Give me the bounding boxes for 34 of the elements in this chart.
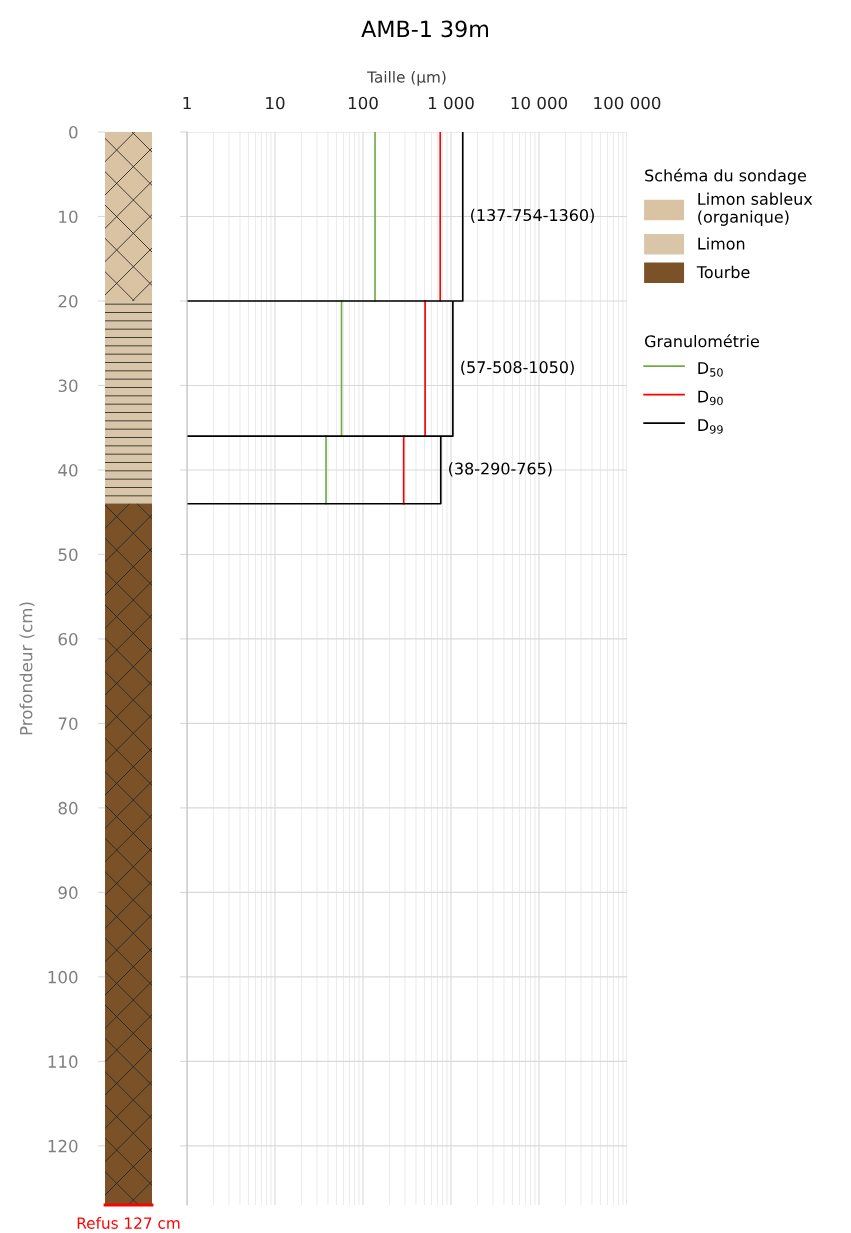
- y-tick-label: 50: [58, 548, 78, 562]
- legend-label: D$_{99}$: [698, 419, 723, 434]
- y-tick-label: 80: [58, 801, 78, 815]
- ref-line-label: Refus 127 cm: [77, 1217, 180, 1229]
- y-tick-label: 20: [58, 294, 78, 308]
- y-tick-label: 30: [58, 379, 78, 393]
- x-tick-label: 1 000: [428, 96, 474, 110]
- y-axis-title: Profondeur (cm): [19, 602, 35, 735]
- y-tick-label: 40: [58, 463, 78, 477]
- legend-title: Schéma du sondage: [645, 168, 807, 185]
- y-tick-label: 70: [58, 717, 78, 730]
- y-tick-label: 90: [58, 886, 78, 899]
- x-tick-label: 100: [348, 96, 378, 110]
- legend-title: Granulométrie: [645, 334, 759, 348]
- annotation: (137-754-1360): [471, 208, 594, 223]
- x-tick-label: 10 000: [511, 96, 568, 110]
- legend-label: D$_{50}$: [698, 362, 723, 377]
- y-tick-label: 60: [58, 632, 78, 646]
- x-axis-title: Taille (µm): [367, 70, 446, 86]
- legend-label: D$_{90}$: [698, 390, 723, 406]
- legend-label: Limon sableux (organique): [698, 192, 813, 226]
- x-tick-label: 10: [266, 96, 285, 110]
- y-tick-label: 0: [69, 125, 78, 139]
- annotation: (57-508-1050): [461, 360, 574, 376]
- x-tick-label: 1: [183, 96, 191, 110]
- x-tick-label: 100 000: [594, 96, 661, 110]
- legend-label: Tourbe: [696, 265, 750, 279]
- y-tick-label: 100: [48, 970, 78, 984]
- y-tick-label: 10: [59, 210, 78, 224]
- chart-title: AMB-1 39m: [361, 20, 488, 38]
- y-tick-label: 120: [48, 1139, 78, 1153]
- annotation: (38-290-765): [449, 462, 552, 477]
- legend-label: Limon: [698, 237, 745, 250]
- y-tick-label: 110: [48, 1055, 78, 1068]
